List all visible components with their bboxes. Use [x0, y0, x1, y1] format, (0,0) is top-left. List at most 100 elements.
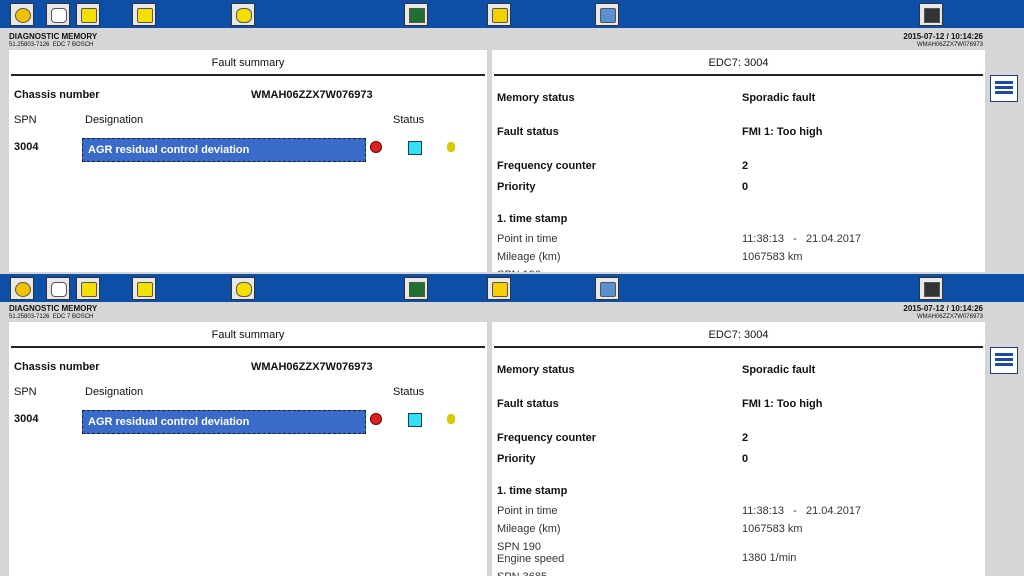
detail-value: Sporadic fault: [742, 92, 816, 104]
header-vin: WMAH06ZZX7W076973: [916, 314, 983, 320]
list-icon-line: [995, 358, 1013, 361]
toolbar-button[interactable]: [10, 277, 34, 300]
button-icon: [492, 8, 508, 23]
divider: [11, 346, 485, 348]
screen-title: DIAGNOSTIC MEMORY: [9, 304, 98, 313]
screen-title: DIAGNOSTIC MEMORY: [9, 32, 98, 41]
list-button[interactable]: [990, 75, 1018, 102]
button-icon: [236, 282, 252, 297]
detail-label: Mileage (km): [497, 523, 561, 535]
list-icon-line: [995, 353, 1013, 356]
button-icon: [924, 282, 940, 297]
detail-value: 1380 1/min: [742, 552, 797, 564]
column-header: Status: [393, 386, 425, 398]
toolbar-button[interactable]: [76, 277, 100, 300]
toolbar-button[interactable]: [919, 3, 943, 26]
button-icon: [81, 282, 97, 297]
toolbar-button[interactable]: [46, 277, 70, 300]
toolbar-button[interactable]: [231, 277, 255, 300]
status-icon: [370, 141, 382, 153]
detail-value: 0: [742, 181, 749, 193]
ecu-id: 51.25803-7126 EDC 7 BOSCH: [9, 314, 94, 320]
button-icon: [924, 8, 940, 23]
list-icon-line: [995, 91, 1013, 94]
datetime: 2015-07-12 / 10:14:26: [903, 304, 983, 313]
button-icon: [137, 8, 153, 23]
detail-label: SPN 190: [497, 269, 541, 272]
button-icon: [409, 282, 425, 297]
designation: AGR residual control deviation: [88, 144, 250, 156]
detail-label: Point in time: [497, 233, 558, 245]
detail-value: 2: [742, 432, 749, 444]
fault-summary-panel: Fault summary Chassis number WMAH06ZZX7W07…: [9, 50, 487, 272]
list-icon-line: [995, 86, 1013, 89]
toolbar-button[interactable]: [132, 3, 156, 26]
button-icon: [15, 8, 31, 23]
detail-value: 1067583 km: [742, 523, 803, 535]
toolbar-button[interactable]: [132, 277, 156, 300]
detail-value: FMI 1: Too high: [742, 126, 823, 138]
detail-value: 2: [742, 160, 749, 172]
detail-label: Mileage (km): [497, 251, 561, 263]
detail-value: Sporadic fault: [742, 364, 816, 376]
detail-label: Memory status: [497, 92, 575, 104]
button-icon: [492, 282, 508, 297]
panel-title: Fault summary: [211, 57, 285, 69]
column-header: Designation: [85, 114, 144, 126]
button-icon: [51, 282, 67, 297]
column-header: Status: [393, 114, 425, 126]
detail-value: FMI 1: Too high: [742, 398, 823, 410]
status-icon: [447, 414, 455, 424]
toolbar-button[interactable]: [595, 277, 619, 300]
list-icon-line: [995, 363, 1013, 366]
column-header: SPN: [14, 386, 37, 398]
button-icon: [600, 8, 616, 23]
button-icon: [15, 282, 31, 297]
list-icon-line: [995, 81, 1013, 84]
label: Chassis number: [14, 361, 100, 373]
detail-label: Frequency counter: [497, 160, 597, 172]
toolbar-button[interactable]: [595, 3, 619, 26]
toolbar-button[interactable]: [404, 277, 428, 300]
button-icon: [51, 8, 67, 23]
toolbar-button[interactable]: [76, 3, 100, 26]
status-icon: [408, 141, 422, 155]
section-title: 1. time stamp: [497, 213, 568, 225]
fault-detail-panel: EDC7: 3004 Memory status Sporadic fault Fau…: [492, 322, 985, 576]
toolbar-button[interactable]: [487, 277, 511, 300]
button-icon: [81, 8, 97, 23]
toolbar-button[interactable]: [10, 3, 34, 26]
detail-label: Priority: [497, 453, 536, 465]
toolbar-button[interactable]: [919, 277, 943, 300]
toolbar-button[interactable]: [487, 3, 511, 26]
fault-row[interactable]: AGR residual control deviation: [82, 138, 366, 162]
column-header: Designation: [85, 386, 144, 398]
toolbar: [0, 274, 1024, 302]
divider: [494, 74, 983, 76]
chassis-number: WMAH06ZZX7W076973: [251, 361, 373, 373]
detail-value: 11:38:13 - 21.04.2017: [742, 233, 862, 245]
toolbar-button[interactable]: [46, 3, 70, 26]
chassis-number: WMAH06ZZX7W076973: [251, 89, 373, 101]
detail-label: Fault status: [497, 126, 559, 138]
list-button[interactable]: [990, 347, 1018, 374]
detail-value: 11:38:13 - 21.04.2017: [742, 505, 862, 517]
section-title: 1. time stamp: [497, 485, 568, 497]
status-icon: [370, 413, 382, 425]
ecu-id: 51.25803-7126 EDC 7 BOSCH: [9, 42, 94, 48]
fault-row[interactable]: AGR residual control deviation: [82, 410, 366, 434]
datetime: 2015-07-12 / 10:14:26: [903, 32, 983, 41]
detail-label: Priority: [497, 181, 536, 193]
toolbar-button[interactable]: [404, 3, 428, 26]
screen: DIAGNOSTIC MEMORY 51.25803-7126 EDC 7 BOS…: [0, 0, 1024, 272]
detail-label: Frequency counter: [497, 432, 597, 444]
divider: [494, 346, 983, 348]
designation: AGR residual control deviation: [88, 416, 250, 428]
spn: 3004: [14, 141, 39, 153]
status-icon: [408, 413, 422, 427]
detail-label: Memory status: [497, 364, 575, 376]
detail-label: Fault status: [497, 398, 559, 410]
detail-label: Point in time: [497, 505, 558, 517]
toolbar-button[interactable]: [231, 3, 255, 26]
